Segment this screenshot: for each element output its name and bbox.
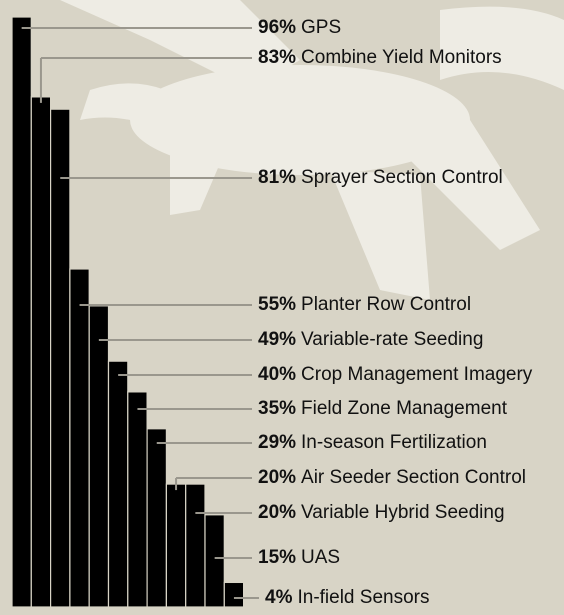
- value-label: 40%: [258, 364, 296, 385]
- value-label: 83%: [258, 47, 296, 68]
- bar-label: 29%In-season Fertilization: [258, 432, 487, 453]
- category-label: UAS: [301, 547, 340, 568]
- bar: [186, 484, 205, 607]
- value-label: 15%: [258, 547, 296, 568]
- bar: [128, 392, 147, 607]
- category-label: Variable-rate Seeding: [301, 329, 483, 350]
- bar: [70, 269, 89, 607]
- category-label: Planter Row Control: [301, 294, 471, 315]
- category-label: GPS: [301, 17, 341, 38]
- category-label: In-season Fertilization: [301, 432, 487, 453]
- category-label: Air Seeder Section Control: [301, 467, 526, 488]
- category-label: Sprayer Section Control: [301, 167, 503, 188]
- bar: [109, 361, 128, 607]
- value-label: 55%: [258, 294, 296, 315]
- chart: 96%GPS83%Combine Yield Monitors81%Spraye…: [0, 0, 564, 615]
- category-label: Crop Management Imagery: [301, 364, 533, 385]
- value-label: 4%: [265, 587, 293, 608]
- value-label: 49%: [258, 329, 296, 350]
- bar-label: 4%In-field Sensors: [265, 587, 429, 608]
- bar: [89, 306, 108, 607]
- value-label: 81%: [258, 167, 296, 188]
- bar: [205, 515, 224, 607]
- bar-label: 81%Sprayer Section Control: [258, 167, 503, 188]
- category-label: In-field Sensors: [297, 587, 429, 608]
- bar: [51, 109, 70, 607]
- bar-label: 83%Combine Yield Monitors: [258, 47, 502, 68]
- bar: [224, 582, 243, 607]
- category-label: Variable Hybrid Seeding: [301, 502, 505, 523]
- value-label: 20%: [258, 467, 296, 488]
- bar-label: 20%Variable Hybrid Seeding: [258, 502, 505, 523]
- bar: [147, 429, 166, 607]
- bar: [166, 484, 185, 607]
- category-label: Combine Yield Monitors: [301, 47, 502, 68]
- value-label: 29%: [258, 432, 296, 453]
- bar: [12, 17, 31, 607]
- value-label: 96%: [258, 17, 296, 38]
- bar: [31, 97, 50, 607]
- bar-label: 49%Variable-rate Seeding: [258, 329, 483, 350]
- bar-label: 35%Field Zone Management: [258, 398, 508, 419]
- value-label: 35%: [258, 398, 296, 419]
- value-label: 20%: [258, 502, 296, 523]
- category-label: Field Zone Management: [301, 398, 508, 419]
- bar-label: 55%Planter Row Control: [258, 294, 471, 315]
